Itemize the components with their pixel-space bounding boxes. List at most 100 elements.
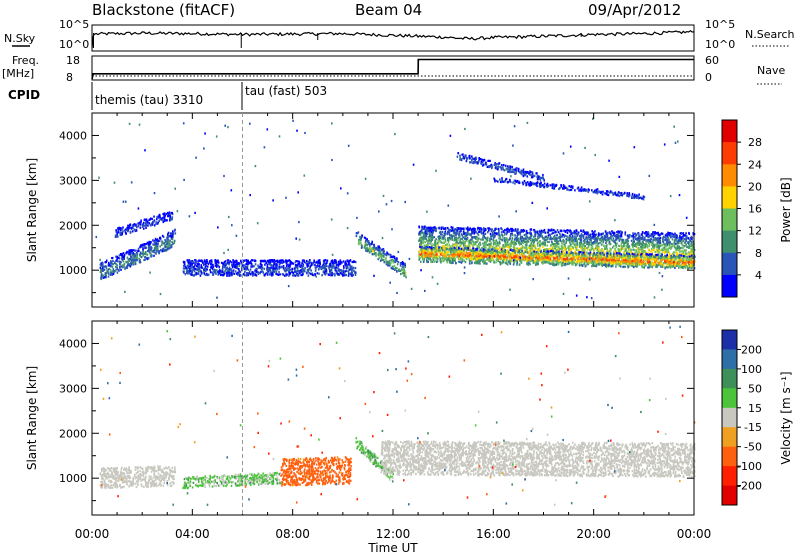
power-pt-4-524 [432, 226, 434, 229]
power-pt-1-172 [127, 227, 129, 230]
power-pt-4-3006 [526, 248, 528, 251]
power-pt-4-1537 [662, 255, 665, 259]
power-pt-4-2725 [459, 237, 462, 240]
power-pt-4-2454 [675, 264, 677, 268]
power-pt-2-735 [331, 261, 334, 265]
power-pt-1-167 [156, 216, 159, 219]
power-pt-2-780 [332, 264, 335, 267]
power-pt-4-2618 [638, 242, 641, 245]
power-pt-0-453 [107, 271, 109, 274]
power-pt-0-103 [103, 265, 106, 268]
power-pt-1-52 [167, 212, 170, 215]
power-pt-4-2935 [531, 247, 533, 250]
power-pt-4-76 [504, 232, 506, 235]
power-pt-4-447 [654, 243, 656, 246]
power-pt-2-252 [200, 264, 203, 267]
power-pt-1-96 [115, 230, 117, 233]
power-pt-4-436 [458, 232, 461, 235]
power-pt-2-373 [204, 268, 207, 271]
power-pt-4-1664 [440, 241, 442, 244]
power-pt-0-183 [144, 256, 146, 259]
power-pt-4-1467 [490, 241, 492, 244]
power-pt-1-122 [137, 222, 139, 225]
power-pt-4-3084 [633, 266, 635, 269]
power-pt-0-214 [100, 269, 102, 272]
power-pt-2-327 [250, 273, 252, 276]
power-pt-4-1218 [603, 238, 606, 241]
power-pt-4-211 [566, 231, 569, 234]
power-pt-3-200 [401, 261, 404, 264]
power-pt-4-1377 [600, 236, 603, 239]
power-pt-0-323 [105, 259, 108, 262]
power-pt-4-2930 [514, 242, 516, 245]
power-pt-4-1562 [498, 230, 500, 233]
power-pt-4-2489 [691, 240, 694, 243]
power-pt-3-212 [360, 246, 363, 249]
power-pt-0-333 [107, 268, 110, 271]
power-pt-4-569 [632, 245, 634, 248]
power-pt-4-978 [626, 238, 629, 241]
power-pt-2-412 [224, 260, 227, 263]
power-pt-0-119 [162, 235, 165, 239]
power-scatter [95, 117, 696, 300]
power-pt-0-418 [131, 251, 133, 255]
power-pt-2-431 [191, 273, 193, 276]
power-pt-0-421 [132, 261, 135, 264]
power-pt-4-2905 [542, 237, 545, 240]
power-pt-3-82 [402, 265, 404, 268]
power-pt-4-2106 [434, 244, 436, 247]
power-pt-2-116 [257, 266, 260, 269]
power-pt-4-2510 [659, 241, 662, 244]
power-pt-2-714 [251, 271, 254, 274]
power-pt-4-2452 [436, 242, 439, 245]
power-pt-2-9 [248, 272, 251, 275]
power-pt-4-3052 [615, 237, 618, 240]
power-pt-0-406 [123, 264, 125, 267]
power-pt-0-429 [158, 251, 160, 254]
power-pt-4-1671 [580, 247, 582, 250]
power-pt-4-2906 [564, 245, 567, 248]
power-pt-4-2029 [523, 229, 526, 232]
power-pt-4-1000 [615, 244, 617, 247]
power-pt-4-2142 [681, 244, 684, 247]
power-pt-1-25 [143, 227, 145, 230]
power-pt-2-88 [259, 272, 261, 275]
power-pt-4-1399 [460, 230, 462, 233]
power-pt-0-204 [134, 255, 136, 258]
power-pt-4-2616 [592, 235, 594, 239]
power-pt-4-2620 [570, 247, 573, 251]
power-pt-4-837 [515, 259, 517, 263]
nave-tick-bottom: 0 [705, 71, 712, 84]
power-pt-4-807 [489, 232, 492, 235]
power-pt-4-2384 [513, 240, 516, 243]
power-pt-4-1329 [606, 264, 609, 267]
power-pt-4-1373 [604, 238, 607, 241]
power-pt-4-789 [688, 246, 691, 249]
power-pt-3-120 [382, 258, 385, 262]
power-pt-4-2623 [511, 242, 513, 245]
power-pt-4-2120 [560, 263, 563, 266]
power-pt-2-574 [291, 271, 294, 274]
power-pt-2-471 [297, 263, 299, 266]
power-pt-3-194 [390, 255, 393, 258]
power-pt-2-719 [342, 271, 344, 274]
power-pt-2-48 [278, 260, 281, 263]
power-pt-4-399 [562, 234, 565, 237]
power-pt-4-2981 [626, 264, 629, 267]
power-pt-3-227 [378, 251, 381, 254]
power-pt-0-318 [121, 255, 124, 259]
power-pt-2-931 [343, 272, 346, 275]
power-pt-4-45 [659, 245, 662, 248]
power-pt-2-427 [333, 260, 335, 263]
power-pt-4-1856 [537, 232, 539, 235]
power-pt-2-396 [186, 270, 189, 273]
power-pt-4-2261 [679, 236, 681, 239]
power-pt-2-765 [194, 259, 196, 262]
power-pt-2-867 [349, 260, 351, 263]
power-pt-3-168 [383, 250, 385, 253]
power-pt-0-221 [170, 237, 173, 240]
power-pt-2-518 [223, 261, 226, 264]
power-pt-0-236 [117, 256, 120, 259]
power-pt-0-292 [138, 249, 140, 252]
power-pt-3-221 [382, 252, 385, 255]
